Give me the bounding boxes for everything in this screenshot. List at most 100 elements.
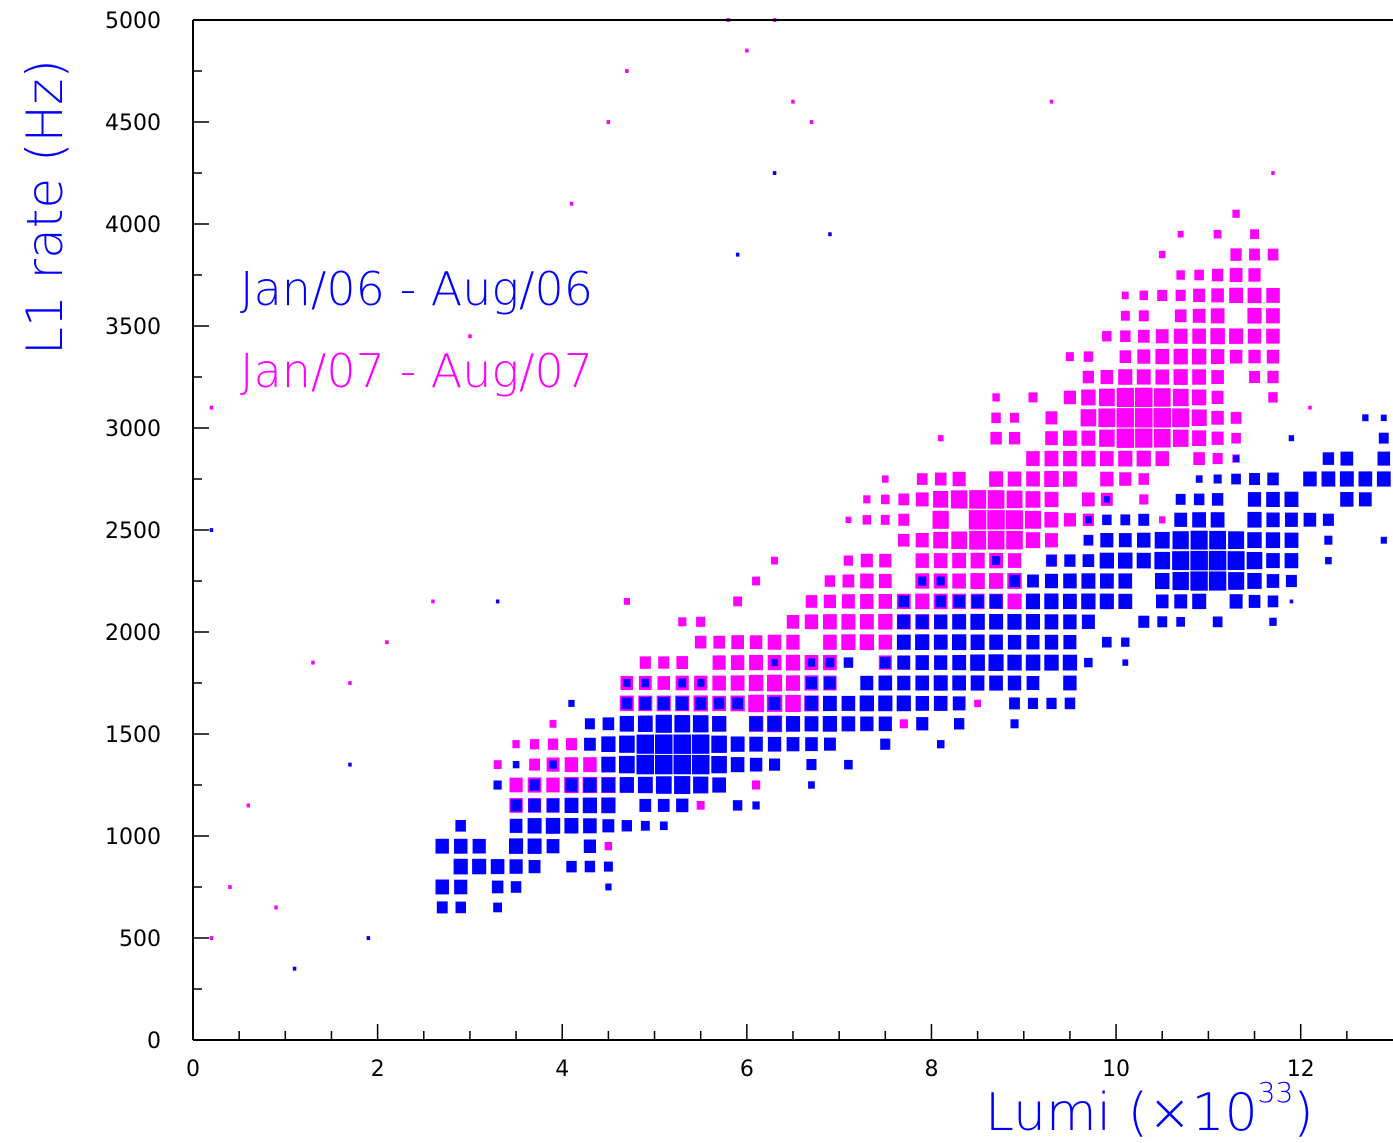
histogram-box <box>1230 248 1242 261</box>
histogram-box <box>606 120 611 124</box>
histogram-box <box>455 901 466 914</box>
histogram-box <box>712 655 726 670</box>
histogram-box <box>880 738 891 750</box>
histogram-box <box>1026 635 1040 650</box>
histogram-box <box>1138 513 1150 526</box>
histogram-box <box>637 776 653 794</box>
histogram-box <box>1267 370 1279 384</box>
histogram-box <box>1212 453 1223 465</box>
histogram-box <box>1081 430 1096 446</box>
histogram-box <box>1247 573 1262 589</box>
histogram-box <box>636 734 654 754</box>
histogram-box <box>639 696 652 710</box>
histogram-box <box>1135 428 1153 448</box>
histogram-box <box>1099 593 1114 610</box>
histogram-box <box>1025 532 1041 549</box>
histogram-box <box>749 654 763 671</box>
histogram-box <box>1303 512 1317 527</box>
histogram-box <box>1136 552 1151 569</box>
histogram-box <box>1045 533 1058 548</box>
histogram-box <box>749 635 763 650</box>
histogram-box <box>602 717 615 731</box>
x-tick-label: 8 <box>924 1057 938 1082</box>
histogram-box <box>1269 617 1277 626</box>
x-axis-title: Lumi (×1033) <box>985 1076 1314 1143</box>
histogram-box <box>968 510 987 530</box>
histogram-box <box>1156 594 1169 609</box>
histogram-box <box>619 777 634 793</box>
histogram-box <box>1116 408 1134 428</box>
histogram-box <box>1116 387 1134 407</box>
histogram-box <box>292 966 297 971</box>
histogram-box <box>454 838 468 854</box>
histogram-box <box>933 531 949 549</box>
histogram-box <box>1099 429 1115 447</box>
histogram-box <box>1192 593 1207 610</box>
histogram-box <box>916 473 928 485</box>
histogram-box <box>974 699 981 708</box>
histogram-box <box>639 798 652 812</box>
histogram-box <box>1192 348 1207 365</box>
histogram-box <box>1118 533 1132 548</box>
histogram-box <box>1063 573 1077 589</box>
histogram-box <box>1190 571 1208 591</box>
histogram-box <box>771 659 778 667</box>
histogram-box <box>749 757 763 772</box>
histogram-box <box>1122 659 1129 666</box>
histogram-box <box>1099 388 1115 407</box>
histogram-box <box>1174 512 1188 527</box>
histogram-box <box>860 553 873 568</box>
histogram-box <box>828 232 832 237</box>
histogram-box <box>1159 516 1166 524</box>
histogram-box <box>1045 411 1058 425</box>
histogram-box <box>1325 557 1332 565</box>
histogram-box <box>692 755 710 775</box>
histogram-box <box>882 475 889 483</box>
histogram-box <box>713 635 725 649</box>
histogram-box <box>970 613 985 630</box>
histogram-box <box>1248 268 1261 282</box>
histogram-box <box>1007 614 1022 630</box>
histogram-box <box>583 777 597 793</box>
histogram-box <box>1084 657 1093 668</box>
histogram-box <box>952 675 966 691</box>
histogram-box <box>1340 492 1354 507</box>
histogram-box <box>859 614 874 630</box>
histogram-box <box>933 675 948 691</box>
histogram-box <box>546 777 560 793</box>
histogram-box <box>1044 450 1059 467</box>
histogram-box <box>673 754 691 775</box>
histogram-box <box>566 860 577 873</box>
histogram-box <box>989 634 1003 650</box>
histogram-box <box>568 699 575 707</box>
histogram-box <box>1247 287 1262 304</box>
histogram-box <box>1303 471 1317 487</box>
histogram-box <box>512 761 520 769</box>
histogram-box <box>1380 414 1387 422</box>
histogram-box <box>971 594 984 609</box>
histogram-box <box>786 615 800 629</box>
histogram-box <box>1192 369 1207 385</box>
histogram-box <box>1175 289 1186 301</box>
histogram-box <box>1172 408 1190 428</box>
histogram-box <box>1247 532 1262 549</box>
histogram-box <box>454 879 468 895</box>
histogram-box <box>771 556 779 565</box>
histogram-box <box>1358 471 1373 487</box>
histogram-box <box>1376 471 1391 487</box>
histogram-box <box>769 758 781 771</box>
histogram-box <box>1247 511 1262 528</box>
histogram-box <box>735 252 740 257</box>
histogram-box <box>824 575 836 587</box>
histogram-box <box>1121 637 1130 647</box>
histogram-box <box>898 493 910 506</box>
histogram-box <box>772 171 777 175</box>
histogram-box <box>1377 451 1391 466</box>
histogram-box <box>512 740 520 749</box>
histogram-box <box>733 596 743 607</box>
x-tick-marks: 0 2 4 6 8 10 12 <box>186 1024 1348 1082</box>
histogram-box <box>898 533 910 547</box>
histogram-box <box>1010 412 1019 423</box>
histogram-box <box>969 530 987 550</box>
